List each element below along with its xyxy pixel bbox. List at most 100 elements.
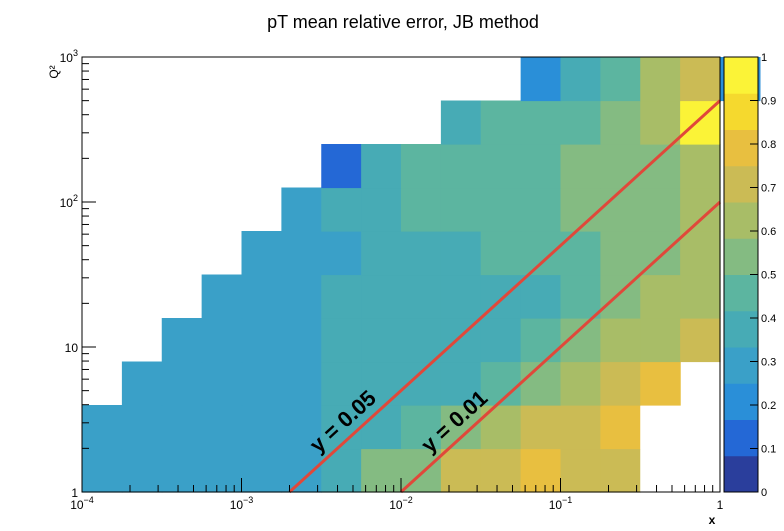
heatmap-cell <box>520 361 562 406</box>
heatmap-cell <box>640 318 681 363</box>
y-tick-label: 1 <box>71 486 78 500</box>
heatmap-cell <box>361 144 402 189</box>
heatmap-cell <box>600 361 641 406</box>
x-tick-label: 10−3 <box>230 495 254 512</box>
heatmap-cell <box>281 405 322 450</box>
heatmap-cell <box>281 318 322 363</box>
colorbar-swatch <box>724 93 758 130</box>
heatmap-cell <box>640 274 681 319</box>
colorbar-tick-label: 0 <box>761 487 767 499</box>
heatmap-cell <box>281 187 322 232</box>
colorbar-swatch <box>724 57 758 94</box>
heatmap-cell <box>680 274 721 319</box>
heatmap-cell <box>82 405 123 450</box>
colorbar-swatch <box>724 419 758 457</box>
heatmap-cell <box>361 187 402 232</box>
heatmap-cell <box>520 100 562 145</box>
heatmap-cell <box>201 318 243 363</box>
heatmap-cell <box>480 187 522 232</box>
chart-title: pT mean relative error, JB method <box>267 12 539 32</box>
heatmap-cell <box>600 405 641 450</box>
x-axis: 10−4 10−3 10−2 10−1 1 <box>70 478 724 512</box>
heatmap-cell <box>520 448 562 493</box>
y-tick-label: 102 <box>60 193 78 210</box>
x-axis-label: x <box>709 513 716 527</box>
colorbar-swatch <box>724 274 758 312</box>
colorbar-swatch <box>724 455 758 493</box>
heatmap-cell <box>560 274 601 319</box>
heatmap-cell <box>281 231 322 276</box>
heatmap-cell <box>440 231 482 276</box>
heatmap-cell <box>680 231 721 276</box>
colorbar-tick-label: 0.1 <box>761 444 776 456</box>
heatmap-cell <box>161 448 203 493</box>
heatmap-cell <box>161 318 203 363</box>
heatmap-cell <box>321 405 362 450</box>
colorbar-swatch <box>724 238 758 275</box>
heatmap-cell <box>480 361 522 406</box>
heatmap-cell <box>640 187 681 232</box>
heatmap-cell <box>440 100 482 145</box>
heatmap-cell <box>640 100 681 145</box>
heatmap-cell <box>361 361 402 406</box>
heatmap-cell <box>241 274 282 319</box>
heatmap-cell <box>640 448 681 493</box>
heatmap-cell <box>401 231 442 276</box>
heatmap-cell <box>680 405 721 450</box>
heatmap-cell <box>520 187 562 232</box>
heatmap-cell <box>560 187 601 232</box>
colorbar-tick-label: 0.9 <box>761 96 776 108</box>
heatmap-cell <box>600 144 641 189</box>
heatmap-cell <box>281 448 322 493</box>
colorbar-tick-label: 0.3 <box>761 357 776 369</box>
y-tick-label: 10 <box>65 341 79 355</box>
colorbar-tick-label: 0.6 <box>761 226 776 238</box>
heatmap-cell <box>480 100 522 145</box>
colorbar-tick-label: 0.8 <box>761 139 776 151</box>
heatmap-cell <box>680 448 721 493</box>
heatmap-cell <box>480 448 522 493</box>
line-y-1 <box>399 200 722 494</box>
colorbar-swatch <box>724 347 758 384</box>
heatmap-cell <box>361 448 402 493</box>
heatmap-cell <box>241 231 282 276</box>
heatmap-cells <box>82 57 761 493</box>
heatmap-cell <box>600 57 641 102</box>
heatmap-cell <box>440 187 482 232</box>
heatmap-cell <box>440 361 482 406</box>
heatmap-cell <box>560 231 601 276</box>
heatmap-cell <box>361 274 402 319</box>
heatmap-cell <box>361 318 402 363</box>
heatmap-cell <box>560 405 601 450</box>
heatmap-cell <box>600 318 641 363</box>
heatmap-cell <box>480 231 522 276</box>
heatmap-cell <box>201 361 243 406</box>
heatmap-cell <box>640 361 681 406</box>
heatmap-cell <box>201 274 243 319</box>
colorbar-swatch <box>724 129 758 167</box>
colorbar-tick-label: 0.4 <box>761 313 776 325</box>
heatmap-cell <box>520 274 562 319</box>
heatmap-cell <box>241 405 282 450</box>
colorbar-tick-label: 0.2 <box>761 400 776 412</box>
x-tick-label: 10−2 <box>389 495 413 512</box>
heatmap-cell <box>121 448 163 493</box>
heatmap-cell <box>121 405 163 450</box>
heatmap-cell <box>560 361 601 406</box>
heatmap-cell <box>241 318 282 363</box>
heatmap-cell <box>560 144 601 189</box>
heatmap-cell <box>520 144 562 189</box>
heatmap-cell <box>161 405 203 450</box>
x-tick-label: 10−4 <box>70 495 94 512</box>
heatmap-cell <box>520 318 562 363</box>
heatmap-cell <box>520 405 562 450</box>
colorbar-tick-label: 0.7 <box>761 183 776 195</box>
heatmap-cell <box>321 361 362 406</box>
heatmap-cell <box>600 100 641 145</box>
heatmap-cell <box>640 57 681 102</box>
colorbar-swatch <box>724 383 758 420</box>
colorbar-swatch <box>724 165 758 203</box>
heatmap-cell <box>480 318 522 363</box>
heatmap-cell <box>281 361 322 406</box>
